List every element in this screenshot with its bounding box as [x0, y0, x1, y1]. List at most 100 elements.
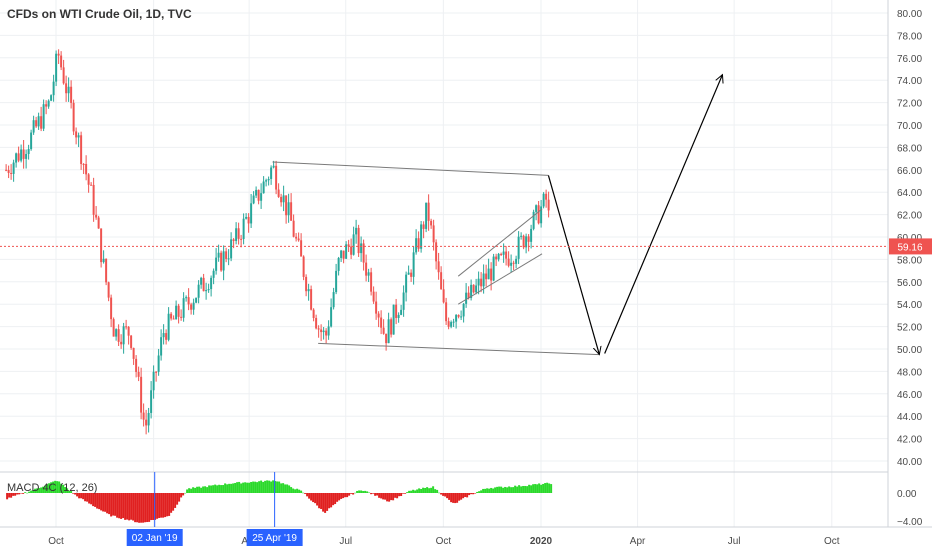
y-tick-label: 74.00 [897, 76, 922, 87]
macd-bar-pos [548, 483, 551, 493]
macd-bar-pos [292, 488, 295, 493]
candle-up [182, 298, 185, 318]
candle-up [460, 316, 463, 318]
macd-bar-neg [174, 493, 177, 508]
candle-up [497, 253, 500, 260]
candle-down [545, 193, 548, 200]
candle-down [445, 302, 448, 322]
candle-up [530, 228, 533, 242]
macd-bar-pos [296, 488, 299, 493]
candle-down [65, 83, 68, 94]
macd-bar-pos [222, 485, 225, 493]
macd-bar-pos [46, 484, 49, 493]
candle-up [175, 305, 178, 320]
macd-bar-neg [334, 493, 337, 505]
candle-up [37, 116, 40, 127]
candle-up [452, 321, 455, 323]
macd-bar-pos [266, 480, 269, 493]
grid [0, 0, 888, 527]
candle-up [415, 238, 418, 253]
macd-bar-neg [464, 493, 467, 497]
drawings [0, 75, 888, 355]
candle-down [280, 196, 283, 203]
candle-up [542, 193, 545, 207]
macd-bar-pos [242, 482, 245, 493]
macd-bar-neg [442, 493, 445, 496]
candle-down [172, 318, 175, 320]
macd-bar-pos [206, 487, 209, 493]
macd-bar-neg [458, 493, 461, 501]
date-marker-badge [126, 529, 183, 546]
candle-up [337, 257, 340, 271]
candle-down [180, 316, 183, 318]
candle-down [170, 313, 173, 319]
candle-down [92, 184, 95, 215]
macd-bar-pos [368, 492, 371, 494]
macd-bar-neg [324, 493, 327, 513]
x-tick-label: Oct [436, 536, 452, 547]
candle-down [417, 238, 420, 249]
chart-title: CFDs on WTI Crude Oil, 1D, TVC [7, 7, 192, 21]
candle-up [30, 132, 33, 150]
macd-bar-neg [120, 493, 123, 519]
macd-bar-pos [540, 484, 543, 493]
candle-up [517, 236, 520, 259]
macd-bar-neg [318, 493, 321, 509]
macd-bar-pos [236, 482, 239, 493]
macd-bar-neg [132, 493, 135, 521]
macd-bar-neg [86, 493, 89, 502]
candle-down [372, 291, 375, 302]
macd-bar-pos [230, 483, 233, 493]
candle-down [107, 282, 110, 298]
candle-up [205, 290, 208, 292]
candle-down [5, 169, 8, 171]
candle-down [422, 224, 425, 229]
macd-bar-neg [460, 493, 463, 500]
candle-up [420, 224, 423, 249]
candle-up [332, 292, 335, 308]
macd-bar-pos [406, 492, 409, 493]
macd-bar-pos [58, 481, 61, 493]
candles [5, 49, 550, 435]
macd-bar-pos [192, 487, 195, 493]
macd-bar-pos [524, 485, 527, 493]
candle-down [135, 358, 138, 372]
candle-up [397, 314, 400, 318]
macd-bar-pos [216, 485, 219, 493]
candle-up [207, 289, 210, 291]
macd-bar-neg [472, 493, 475, 495]
macd-tick-label: −4.00 [897, 517, 923, 528]
macd-bar-neg [10, 493, 13, 498]
candle-up [115, 329, 118, 337]
macd-bar-neg [6, 493, 9, 500]
candle-down [145, 419, 148, 426]
wedge-lower-line [457, 253, 543, 305]
candle-up [327, 326, 330, 336]
macd-bar-pos [514, 485, 517, 493]
macd-bar-pos [288, 485, 291, 493]
macd-bar-pos [520, 486, 523, 493]
candle-down [357, 227, 360, 254]
candle-up [147, 412, 150, 426]
macd-bar-neg [164, 493, 167, 518]
candle-up [367, 272, 370, 276]
candle-up [20, 149, 23, 161]
candle-down [117, 329, 120, 342]
candle-up [215, 257, 218, 271]
current-price-badge [889, 238, 932, 255]
candle-down [120, 341, 123, 345]
macd-bar-pos [270, 481, 273, 493]
macd-bar-pos [480, 490, 483, 493]
candle-up [185, 297, 188, 299]
macd-bar-pos [212, 485, 215, 493]
candle-down [342, 250, 345, 259]
macd-bar-neg [182, 493, 185, 496]
macd-bar-neg [150, 493, 153, 521]
x-tick-label: Jul [339, 536, 352, 547]
candle-down [165, 333, 168, 340]
candle-down [137, 371, 140, 377]
candle-down [275, 165, 278, 190]
candle-down [365, 262, 368, 276]
